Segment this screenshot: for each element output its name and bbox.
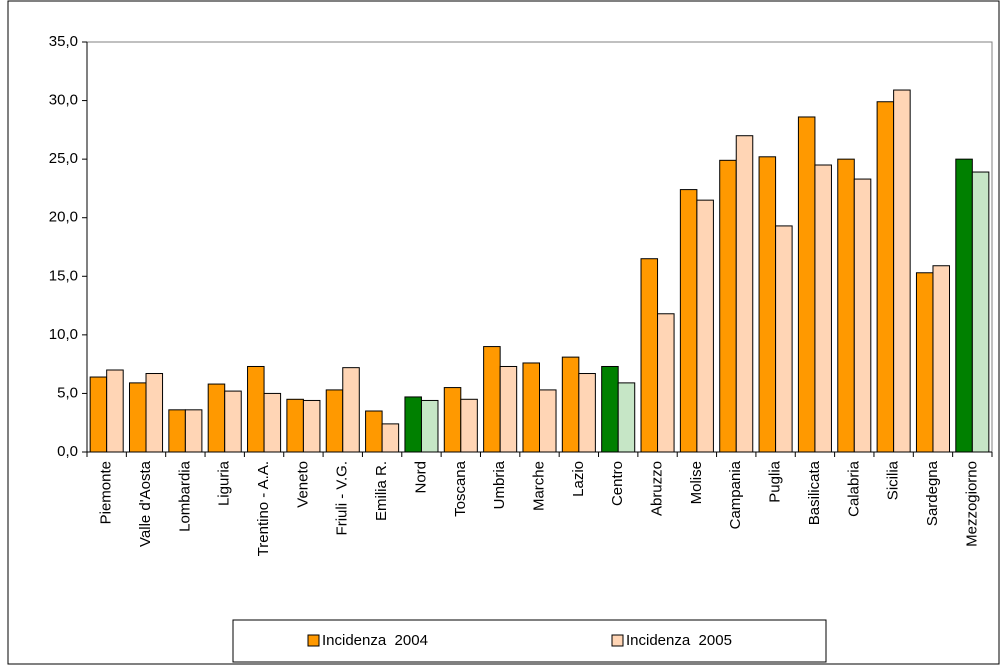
bar: [640, 258, 659, 453]
bar: [499, 365, 518, 453]
legend-swatch: [611, 634, 624, 647]
bar: [915, 272, 934, 453]
bar: [837, 158, 855, 453]
x-tick-label: Toscana: [452, 460, 469, 517]
x-tick-label: Puglia: [767, 460, 784, 502]
legend-swatch: [307, 634, 320, 647]
bar: [814, 164, 832, 453]
bar: [797, 116, 816, 453]
x-tick-label: Liguria: [216, 460, 233, 506]
bar: [224, 390, 242, 453]
x-tick-label: Lazio: [570, 461, 587, 497]
bar: [168, 409, 186, 453]
x-tick-label: Friuli - V.G.: [334, 461, 351, 535]
bar: [302, 399, 321, 453]
bar: [365, 410, 383, 453]
bar: [679, 189, 698, 453]
bar: [696, 199, 714, 453]
bar: [932, 265, 951, 453]
bar: [184, 409, 203, 453]
legend-box: [232, 619, 827, 663]
y-tick-label: 20,0: [49, 209, 78, 226]
bar: [420, 399, 439, 453]
bar: [758, 156, 777, 453]
y-tick-label: 30,0: [49, 92, 78, 109]
y-tick-label: 5,0: [57, 384, 78, 401]
x-tick-label: Sardegna: [924, 460, 941, 526]
bar: [325, 389, 344, 453]
x-tick-label: Nord: [412, 461, 429, 494]
bar: [286, 398, 304, 453]
x-tick-label: Abruzzo: [649, 461, 666, 516]
legend-label: Incidenza 2004: [322, 632, 428, 649]
x-tick-label: Valle d'Aosta: [137, 460, 154, 547]
bar: [578, 373, 596, 453]
x-tick-label: Umbria: [491, 460, 508, 509]
legend-label: Incidenza 2005: [626, 632, 732, 649]
bar: [247, 365, 265, 453]
x-tick-label: Veneto: [294, 461, 311, 508]
bar: [522, 362, 541, 453]
x-tick-label: Basilicata: [806, 460, 823, 525]
x-tick-label: Sicilia: [885, 460, 902, 500]
bar: [955, 158, 973, 453]
bar: [719, 159, 737, 453]
y-tick-label: 25,0: [49, 150, 78, 167]
bar: [876, 101, 895, 453]
bar: [971, 171, 990, 453]
bar: [601, 365, 619, 453]
bar: [893, 89, 911, 453]
bar: [853, 178, 872, 453]
x-tick-label: Marche: [530, 461, 547, 511]
bar: [460, 398, 478, 453]
x-tick-label: Emilia R.: [373, 461, 390, 521]
bar: [483, 346, 501, 453]
bar: [735, 135, 754, 453]
bar: [207, 383, 226, 453]
bar: [657, 313, 675, 453]
x-tick-label: Calabria: [845, 460, 862, 517]
x-tick-label: Lombardia: [176, 460, 193, 532]
x-tick-label: Mezzogiorno: [963, 461, 980, 547]
bar: [89, 376, 108, 453]
x-tick-label: Molise: [688, 461, 705, 504]
bar: [106, 369, 124, 453]
bar: [539, 389, 557, 453]
bar: [381, 423, 400, 453]
bar: [443, 387, 462, 453]
y-tick-label: 0,0: [57, 443, 78, 460]
bar: [617, 382, 636, 453]
bar: [263, 392, 282, 453]
bar: [342, 367, 360, 453]
bar: [775, 225, 793, 453]
bar: [128, 382, 147, 453]
bar: [561, 356, 580, 453]
bar: [404, 396, 422, 453]
y-tick-label: 15,0: [49, 267, 78, 284]
x-tick-label: Piemonte: [98, 461, 115, 524]
x-tick-label: Campania: [727, 460, 744, 529]
bar: [145, 373, 164, 453]
y-tick-label: 10,0: [49, 326, 78, 343]
x-tick-label: Trentino - A.A.: [255, 461, 272, 556]
x-tick-label: Centro: [609, 461, 626, 506]
y-tick-label: 35,0: [49, 33, 78, 50]
